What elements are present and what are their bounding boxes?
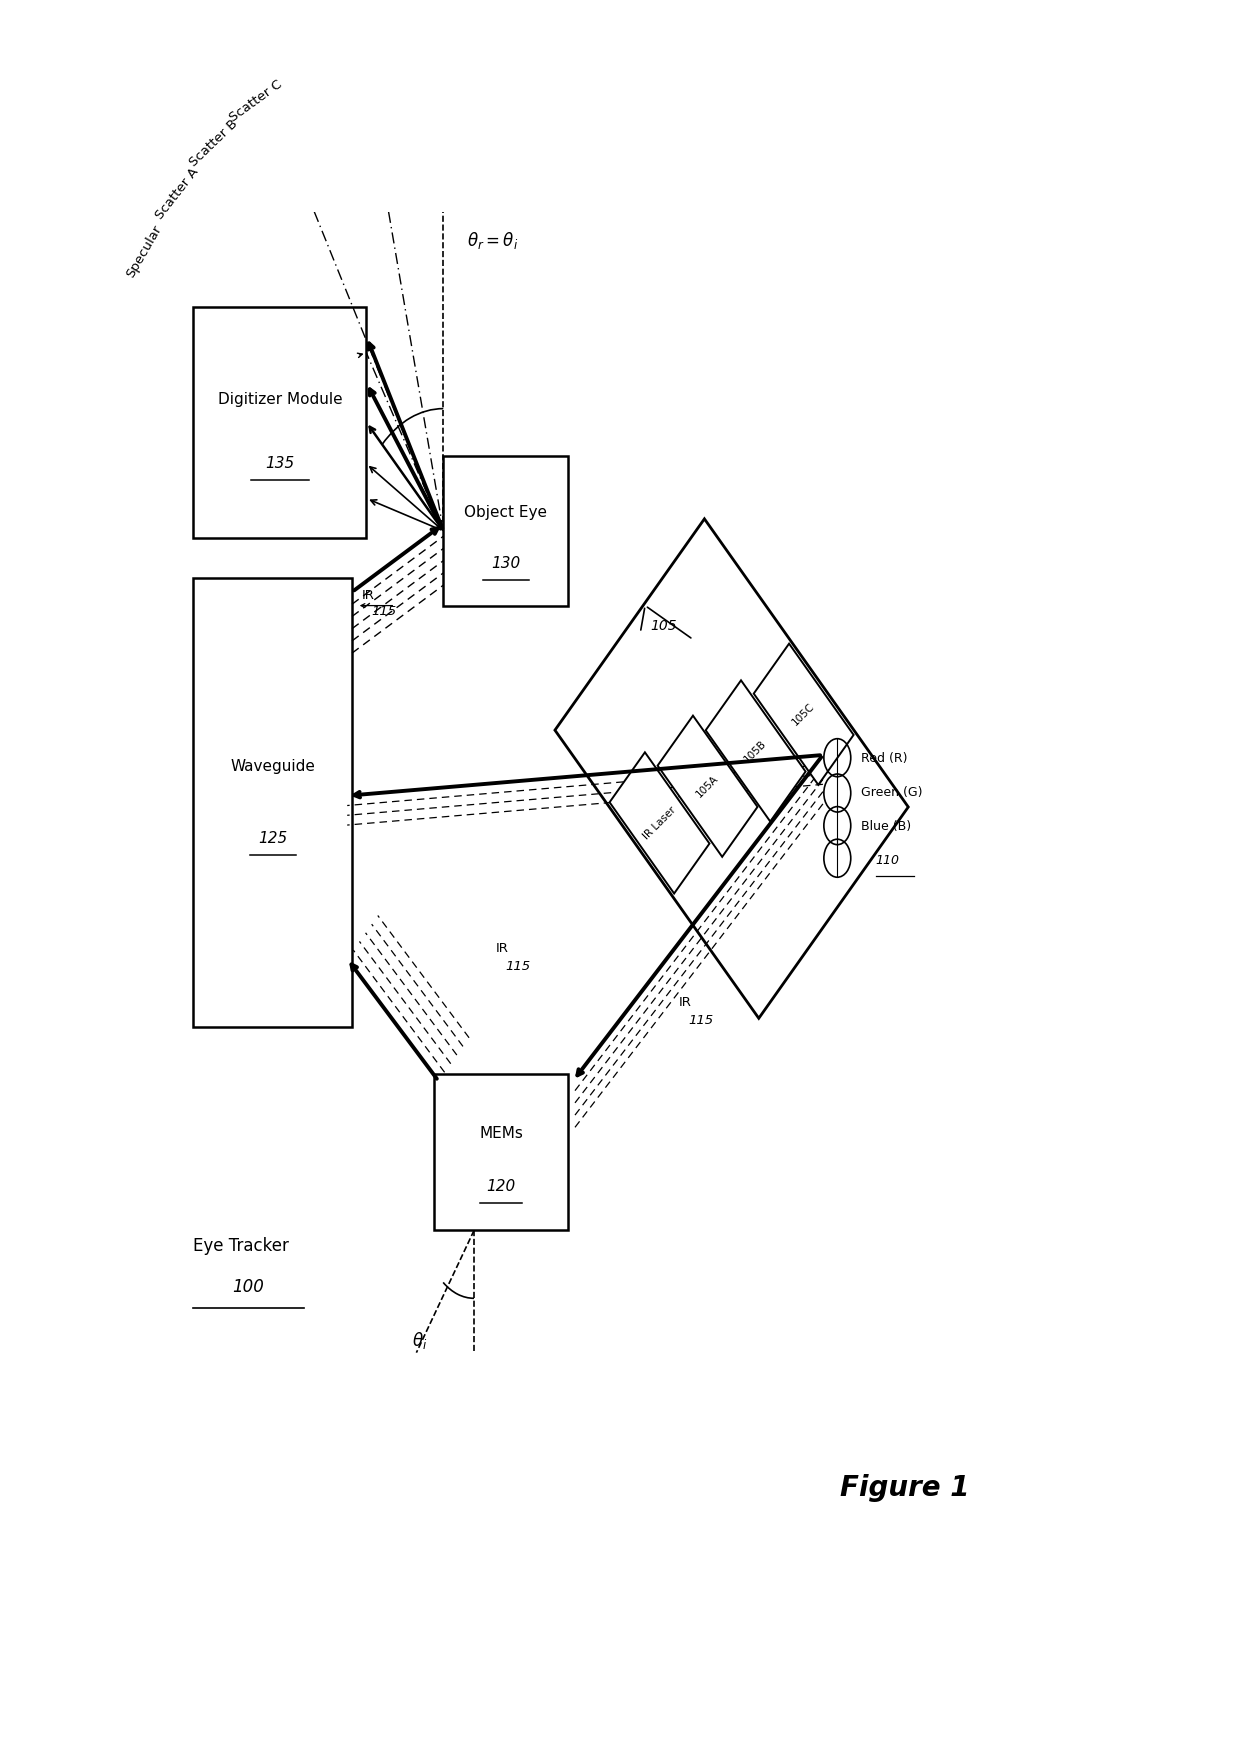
Text: 105B: 105B [743, 737, 769, 764]
Text: Digitizer Module: Digitizer Module [217, 392, 342, 407]
Text: 130: 130 [491, 556, 521, 572]
Bar [193, 579, 352, 1027]
Polygon shape [657, 716, 758, 857]
Polygon shape [706, 681, 806, 822]
Text: 115: 115 [688, 1014, 713, 1027]
Text: 120: 120 [486, 1178, 516, 1194]
Text: 115: 115 [506, 960, 531, 972]
Text: $\theta_i$: $\theta_i$ [412, 1330, 427, 1351]
Text: Scatter B: Scatter B [187, 116, 241, 169]
Text: Green (G): Green (G) [862, 785, 923, 799]
Text: Scatter A: Scatter A [153, 166, 201, 222]
Text: 110: 110 [875, 854, 900, 866]
Text: Object Eye: Object Eye [464, 506, 547, 520]
Text: 105: 105 [650, 619, 677, 633]
Text: Scatter C: Scatter C [227, 78, 284, 123]
Text: Waveguide: Waveguide [231, 759, 315, 774]
Text: 105C: 105C [791, 700, 817, 727]
Text: Specular: Specular [124, 222, 165, 279]
Bar [193, 307, 367, 538]
Polygon shape [754, 644, 853, 785]
Text: 100: 100 [232, 1277, 264, 1295]
Text: MEMs: MEMs [479, 1125, 523, 1141]
Bar [434, 1074, 568, 1231]
Text: $\theta_r = \theta_i$: $\theta_r = \theta_i$ [467, 229, 518, 250]
Text: IR Laser: IR Laser [641, 804, 678, 841]
Text: Blue (B): Blue (B) [862, 820, 911, 833]
Polygon shape [556, 519, 908, 1018]
Text: 115: 115 [371, 605, 397, 617]
Text: 125: 125 [258, 831, 288, 847]
Text: Figure 1: Figure 1 [839, 1475, 970, 1503]
Bar [444, 457, 568, 605]
Text: 135: 135 [265, 457, 295, 471]
Text: Eye Tracker: Eye Tracker [193, 1237, 289, 1254]
Text: 105A: 105A [694, 773, 720, 799]
Text: IR: IR [496, 942, 510, 954]
Polygon shape [610, 751, 709, 894]
Text: IR: IR [362, 589, 374, 602]
Text: Red (R): Red (R) [862, 751, 908, 766]
Text: IR: IR [678, 997, 692, 1009]
